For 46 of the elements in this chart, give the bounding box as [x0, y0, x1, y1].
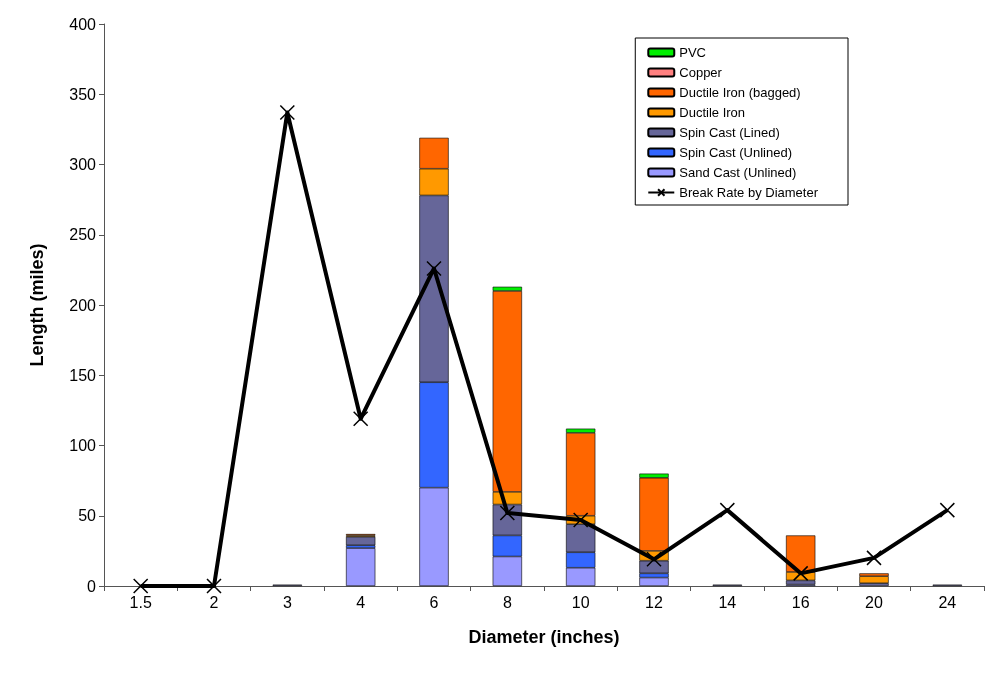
bar — [639, 577, 669, 586]
y-tick-label: 150 — [69, 366, 97, 384]
x-tick-label: 16 — [791, 593, 810, 611]
x-tick-label: 2 — [209, 593, 219, 611]
y-tick-label: 350 — [69, 85, 97, 103]
y-tick-label: 200 — [69, 296, 97, 314]
legend-label: Spin Cast (Lined) — [679, 125, 780, 140]
x-axis-title: Diameter (inches) — [468, 627, 620, 647]
y-tick-label: 400 — [69, 15, 97, 33]
bar — [346, 548, 376, 586]
legend-label: Ductile Iron (bagged) — [679, 85, 801, 100]
y-axis-title: Length (miles) — [27, 243, 47, 367]
y-tick-label: 50 — [78, 507, 97, 525]
x-tick-label: 10 — [571, 593, 590, 611]
point — [719, 502, 736, 518]
x-tick-label: 14 — [718, 593, 737, 611]
point — [206, 578, 222, 594]
legend-label: Spin Cast (Unlined) — [679, 145, 792, 160]
legend-label: Ductile Iron — [679, 105, 746, 120]
x-tick-label: 1.5 — [129, 593, 152, 611]
y-tick-label: 0 — [87, 577, 97, 595]
x-tick-label: 24 — [938, 593, 957, 611]
x-tick-label: 3 — [282, 593, 292, 611]
y-tick-label: 300 — [69, 156, 97, 173]
point — [572, 512, 589, 528]
x-tick-label: 6 — [429, 593, 439, 611]
point — [792, 565, 809, 582]
x-tick-label: 8 — [502, 593, 512, 611]
bar — [859, 576, 889, 584]
x-tick-label: 20 — [865, 593, 883, 611]
point — [352, 411, 369, 427]
bar — [346, 536, 376, 546]
legend-label: Sand Cast (Unlined) — [679, 165, 797, 180]
point — [279, 104, 296, 121]
legend-label: Copper — [679, 65, 723, 80]
y-tick-label: 100 — [69, 437, 97, 454]
point — [426, 260, 442, 277]
point — [646, 551, 662, 568]
point — [132, 578, 149, 594]
x-tick-label: 4 — [356, 593, 366, 611]
y-tick-label: 250 — [69, 226, 97, 244]
x-tick-label: 12 — [645, 593, 663, 611]
legend-label: Break Rate by Diameter — [679, 185, 819, 200]
point — [866, 550, 882, 566]
legend-label: PVC — [679, 45, 707, 60]
point — [939, 502, 956, 518]
